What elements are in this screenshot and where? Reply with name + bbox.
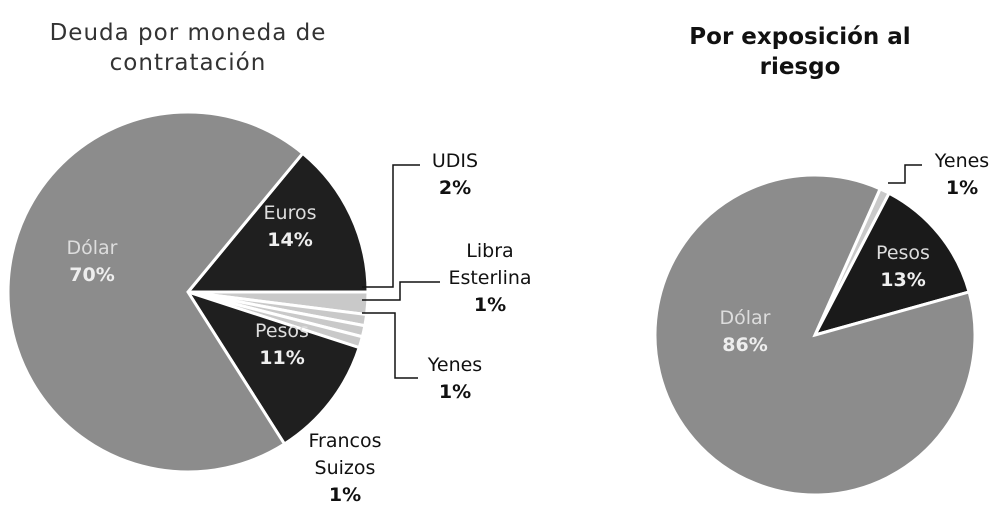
slice-label: Dólar 86%	[695, 305, 795, 359]
leader-line	[888, 164, 922, 184]
leader-line	[362, 312, 418, 379]
slice-value: 1%	[328, 484, 362, 506]
slice-value: 2%	[438, 177, 472, 199]
pie-slice	[812, 191, 971, 338]
slice-name: Dólar	[719, 307, 771, 329]
chart-title: Por exposición al riesgo	[689, 24, 911, 80]
pie-slice	[653, 173, 977, 497]
slice-label: Dólar 70%	[42, 235, 142, 289]
slice-label: Francos Suizos 1%	[290, 428, 400, 508]
slice-name: Pesos	[876, 242, 930, 264]
slice-label: Libra Esterlina 1%	[435, 238, 545, 319]
chart-title: Deuda por moneda de contratación	[49, 20, 327, 76]
slice-label: UDIS 2%	[415, 148, 495, 202]
slice-label: Pesos 11%	[232, 318, 332, 372]
slice-value: 1%	[473, 294, 507, 316]
slice-name: Francos Suizos	[308, 430, 382, 479]
pie-slice	[184, 151, 370, 294]
slice-value: 1%	[945, 177, 979, 199]
leader-line	[362, 281, 440, 301]
slice-name: Yenes	[427, 354, 483, 376]
slice-name: UDIS	[431, 150, 479, 172]
pie-slice	[6, 110, 305, 474]
slice-label: Yenes 1%	[415, 352, 495, 406]
slice-value: 14%	[267, 229, 313, 251]
slice-label: Yenes 1%	[922, 148, 998, 202]
slice-name: Pesos	[255, 320, 309, 342]
slice-value: 1%	[438, 381, 472, 403]
slice-value: 11%	[259, 347, 305, 369]
slice-label: Euros 14%	[240, 200, 340, 254]
slice-value: 13%	[880, 269, 926, 291]
leader-line	[362, 164, 420, 288]
slice-value: 86%	[722, 334, 768, 356]
pie-slice	[184, 289, 362, 447]
slice-value: 70%	[69, 264, 115, 286]
slice-name: Libra Esterlina	[448, 240, 532, 289]
slice-label: Pesos 13%	[853, 240, 953, 294]
slice-name: Yenes	[934, 150, 990, 172]
slice-name: Euros	[263, 202, 317, 224]
slice-name: Dólar	[66, 237, 118, 259]
